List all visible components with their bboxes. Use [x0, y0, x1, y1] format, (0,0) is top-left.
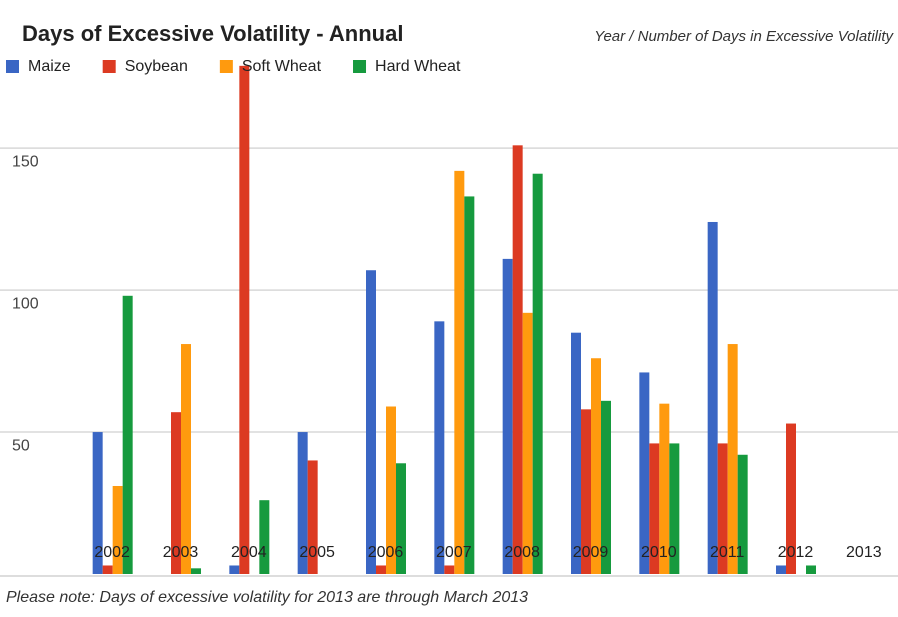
legend-swatch	[219, 60, 233, 73]
x-tick-label: 2007	[436, 544, 472, 561]
legend-swatch	[102, 60, 116, 73]
bar	[112, 485, 123, 574]
bar	[669, 443, 680, 574]
bar	[649, 443, 660, 574]
bar	[717, 443, 728, 574]
bar	[707, 221, 718, 574]
x-tick-label: 2012	[778, 544, 814, 561]
bar	[464, 196, 475, 574]
bar	[806, 565, 816, 574]
bar	[737, 454, 748, 574]
y-tick-label: 50	[12, 437, 30, 454]
x-tick-label: 2011	[710, 544, 745, 561]
bar	[639, 372, 650, 574]
chart-subtitle: Year / Number of Days in Excessive Volat…	[594, 28, 894, 45]
legend-label: Maize	[28, 58, 71, 75]
legend-swatch	[353, 60, 367, 73]
bar	[376, 565, 386, 574]
x-tick-label: 2002	[94, 544, 130, 561]
x-tick-label: 2009	[573, 544, 609, 561]
bar	[522, 312, 533, 574]
bar	[366, 270, 376, 574]
y-tick-label: 150	[12, 153, 39, 170]
bar	[454, 170, 465, 574]
bar	[786, 423, 796, 574]
bar	[191, 568, 201, 574]
bar	[297, 432, 308, 574]
x-tick-label: 2006	[368, 544, 404, 561]
bar	[307, 460, 318, 574]
bar	[571, 332, 581, 574]
x-tick-label: 2013	[846, 544, 882, 561]
bar	[502, 258, 513, 574]
bar	[229, 565, 240, 574]
bar	[122, 295, 133, 574]
bar	[444, 565, 455, 574]
bar	[239, 65, 250, 574]
bar	[532, 173, 543, 574]
x-tick-label: 2004	[231, 544, 267, 561]
x-tick-label: 2003	[163, 544, 199, 561]
bar	[386, 406, 396, 574]
bar	[659, 403, 670, 574]
bar	[396, 463, 406, 574]
plot: 50 100 150 2002 2003 2004 2005 2006 2007 2008 2009…	[0, 65, 898, 575]
bar	[102, 565, 113, 574]
bar	[581, 409, 591, 574]
bar	[171, 412, 181, 574]
bar	[727, 344, 738, 574]
legend-label: Soybean	[125, 58, 188, 75]
x-tick-label: 2010	[641, 544, 677, 561]
bar	[181, 344, 191, 574]
bar	[434, 321, 445, 574]
bar	[259, 500, 270, 574]
x-tick-label: 2008	[504, 544, 540, 561]
legend-swatch	[6, 60, 19, 73]
footnote: Please note: Days of excessive volatilit…	[6, 589, 528, 606]
bar	[776, 565, 786, 574]
y-tick-label: 100	[12, 295, 39, 312]
chart-title: Days of Excessive Volatility - Annual	[22, 21, 403, 46]
bar	[591, 358, 601, 574]
bar	[92, 432, 103, 574]
legend-label: Soft Wheat	[242, 58, 322, 75]
bar	[512, 145, 523, 575]
bar	[601, 400, 611, 574]
legend-label: Hard Wheat	[375, 58, 461, 75]
x-tick-label: 2005	[299, 544, 335, 561]
